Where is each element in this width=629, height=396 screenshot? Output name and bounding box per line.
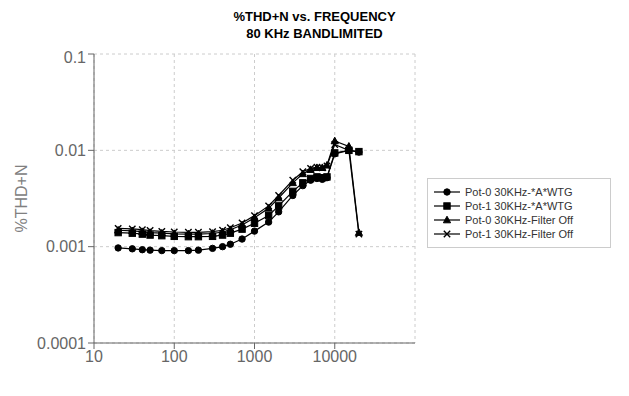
svg-text:%THD+N: %THD+N [13,164,30,232]
svg-text:10: 10 [85,348,103,365]
html-text:Pot-0 30KHz-Filter Off: Pot-0 30KHz-Filter Off [465,214,573,226]
svg-text:1000: 1000 [237,348,273,365]
html-text:Pot-1 30KHz-*A*WTG: Pot-1 30KHz-*A*WTG [465,200,573,212]
svg-text:0.001: 0.001 [46,238,86,255]
html-text:Pot-1 30KHz-Filter Off: Pot-1 30KHz-Filter Off [465,228,573,240]
svg-text:10000: 10000 [313,348,358,365]
svg-text:0.1: 0.1 [64,49,86,66]
html-text:80 KHz BANDLIMITED: 80 KHz BANDLIMITED [246,26,383,41]
svg-text:0.01: 0.01 [55,142,86,159]
html-text:Pot-0 30KHz-*A*WTG: Pot-0 30KHz-*A*WTG [465,186,573,198]
svg-text:100: 100 [161,348,188,365]
svg-text:0.0001: 0.0001 [37,335,86,352]
html-text:%THD+N vs. FREQUENCY: %THD+N vs. FREQUENCY [233,9,396,24]
